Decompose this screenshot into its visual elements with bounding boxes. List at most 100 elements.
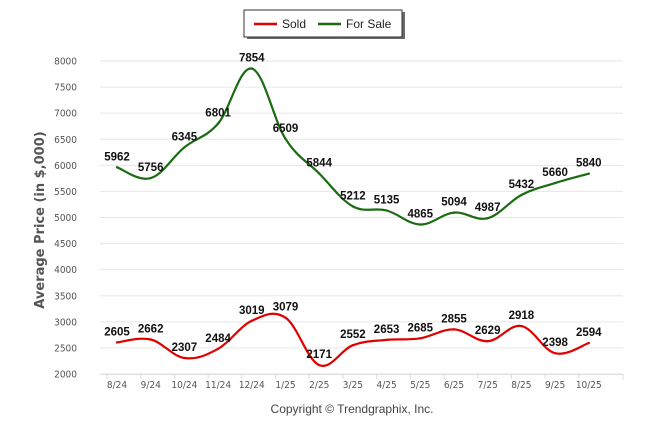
x-tick-label: 3/25 [343, 380, 363, 391]
x-tick-label: 11/24 [205, 380, 231, 391]
data-point-sold [183, 356, 186, 360]
data-point-for-sale [520, 193, 523, 197]
y-tick-label: 7000 [54, 109, 77, 120]
data-label-sold: 2307 [172, 342, 198, 354]
data-point-for-sale [183, 146, 186, 149]
x-tick-label: 2/25 [309, 380, 329, 391]
data-point-for-sale [149, 176, 152, 180]
series-lines [115, 67, 590, 367]
x-tick-label: 8/24 [107, 380, 127, 391]
data-point-sold [419, 337, 422, 340]
data-label-for-sale: 7854 [239, 53, 265, 65]
copyright-footer: Copyright © Trendgraphix, Inc. [271, 402, 434, 416]
data-label-sold: 2552 [340, 329, 366, 341]
y-tick-label: 3500 [54, 291, 77, 302]
data-point-sold [318, 363, 321, 367]
legend-label-for-sale: For Sale [346, 17, 392, 31]
x-tick-label: 8/25 [511, 380, 531, 391]
data-label-sold: 2605 [104, 326, 130, 338]
data-point-for-sale [284, 137, 287, 140]
data-point-sold [553, 352, 557, 355]
y-tick-label: 8000 [54, 57, 77, 68]
data-label-for-sale: 5135 [374, 194, 400, 206]
x-tick-label: 10/25 [576, 380, 602, 391]
data-label-for-sale: 5962 [104, 151, 130, 163]
x-tick-label: 5/25 [410, 380, 430, 391]
data-label-sold: 2685 [408, 322, 434, 334]
data-label-sold: 2653 [374, 324, 400, 336]
data-point-for-sale [419, 223, 422, 226]
data-label-sold: 3019 [239, 305, 265, 317]
data-point-sold [351, 344, 355, 347]
data-point-sold [284, 316, 287, 319]
x-tick-label: 6/25 [444, 380, 464, 391]
x-tick-label: 9/25 [545, 380, 565, 391]
data-point-sold [486, 339, 489, 343]
data-point-sold [250, 319, 253, 323]
data-label-for-sale: 5432 [509, 179, 535, 191]
data-label-for-sale: 4987 [475, 202, 501, 214]
data-label-sold: 3079 [273, 302, 299, 314]
data-point-for-sale [385, 209, 388, 212]
data-label-for-sale: 5840 [576, 158, 602, 170]
x-tick-label: 10/24 [171, 380, 197, 391]
data-point-for-sale [452, 211, 456, 214]
data-point-for-sale [486, 216, 489, 220]
y-tick-label: 2500 [54, 343, 77, 354]
y-axis-ticks: 2000 2500 3000 3500 4000 4500 5000 5500 6000 6500… [54, 57, 77, 381]
data-label-sold: 2662 [138, 323, 164, 335]
data-label-for-sale: 4865 [408, 209, 434, 221]
data-label-for-sale: 6345 [172, 131, 198, 143]
data-label-sold: 2484 [205, 333, 231, 345]
data-label-sold: 2594 [576, 327, 602, 339]
data-point-for-sale [318, 172, 321, 175]
data-point-sold [216, 347, 220, 350]
data-point-for-sale [250, 67, 253, 70]
data-label-sold: 2918 [509, 310, 535, 322]
x-axis: 8/24 9/24 10/24 11/24 12/24 1/25 2/25 3/25 4/25 5… [100, 374, 624, 391]
data-point-sold [149, 338, 152, 341]
y-tick-label: 5000 [54, 213, 77, 224]
data-labels: 2605 2662 2307 2484 3019 3079 2171 2552 2653 2685… [104, 53, 602, 361]
x-tick-label: 12/24 [239, 380, 265, 391]
data-label-for-sale: 5094 [441, 197, 467, 209]
data-point-sold [520, 324, 523, 328]
data-label-sold: 2629 [475, 325, 501, 337]
y-tick-label: 6000 [54, 161, 77, 172]
legend: Sold For Sale [243, 9, 405, 39]
data-label-for-sale: 6509 [273, 123, 299, 135]
data-point-for-sale [216, 122, 220, 125]
y-tick-label: 2000 [54, 370, 77, 381]
data-label-for-sale: 5212 [340, 190, 366, 202]
data-label-sold: 2855 [441, 313, 467, 325]
x-tick-label: 4/25 [376, 380, 396, 391]
y-tick-label: 4500 [54, 239, 77, 250]
y-tick-label: 3000 [54, 317, 77, 328]
series-line-for-sale [116, 67, 590, 226]
gridlines [100, 60, 623, 375]
y-tick-label: 7500 [54, 83, 77, 94]
y-tick-label: 4000 [54, 265, 77, 276]
data-label-for-sale: 5660 [542, 167, 568, 179]
data-point-sold [385, 338, 388, 342]
y-tick-label: 6500 [54, 135, 77, 146]
data-label-for-sale: 6801 [205, 108, 231, 120]
x-tick-label: 1/25 [275, 380, 295, 391]
data-point-sold [452, 328, 456, 331]
data-label-sold: 2171 [306, 349, 332, 361]
y-axis-label: Average Price (in $,000) [33, 131, 48, 308]
data-point-sold [587, 341, 590, 345]
legend-label-sold: Sold [282, 17, 306, 31]
x-tick-label: 9/24 [141, 380, 161, 391]
y-tick-label: 5500 [54, 187, 77, 198]
data-point-sold [115, 341, 119, 344]
data-label-for-sale: 5844 [306, 157, 332, 169]
data-point-for-sale [553, 181, 557, 185]
data-label-sold: 2398 [542, 337, 568, 349]
data-point-for-sale [587, 172, 590, 175]
data-point-for-sale [351, 205, 355, 208]
data-label-for-sale: 5756 [138, 162, 164, 174]
x-tick-label: 7/25 [478, 380, 498, 391]
data-point-for-sale [115, 166, 119, 169]
